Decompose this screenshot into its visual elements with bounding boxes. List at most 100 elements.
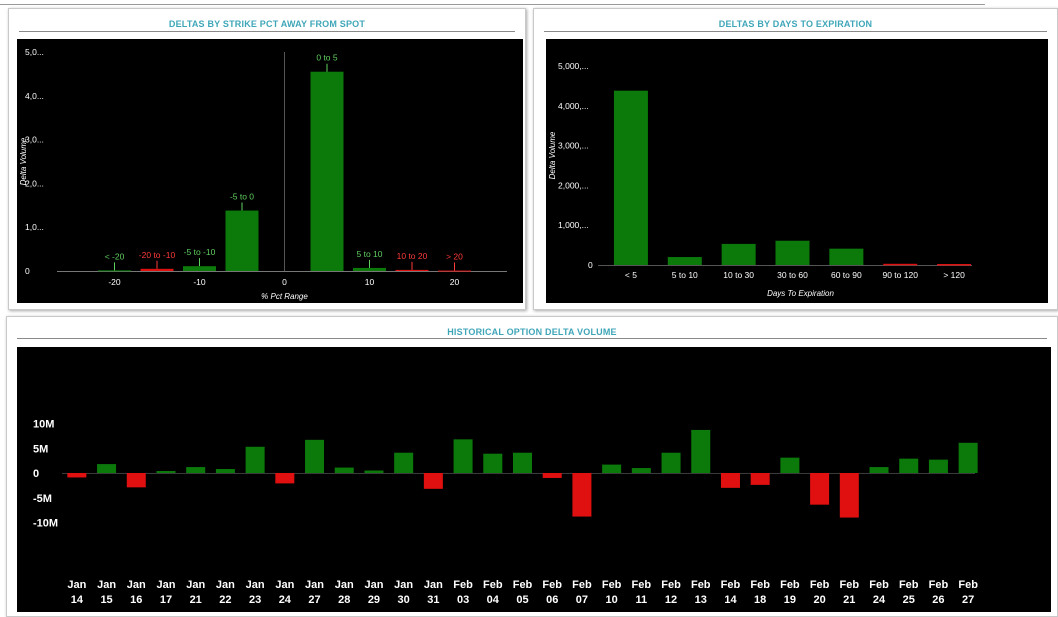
- x-tick-month: Feb: [453, 579, 473, 591]
- x-tick-day: 18: [754, 594, 766, 606]
- bar: [215, 469, 235, 473]
- x-tick-month: Feb: [810, 579, 830, 591]
- bar: [542, 473, 562, 478]
- x-tick-day: 30: [398, 594, 410, 606]
- y-tick-label: 0: [588, 260, 593, 270]
- y-tick-label: 5M: [33, 443, 48, 455]
- strike-chart: 0 1,0... 2,0... 3,0... 4,0... 5,0... Delta Vol…: [19, 47, 507, 301]
- x-tick-day: 04: [487, 594, 500, 606]
- bar: [97, 464, 117, 473]
- bar: [225, 210, 259, 271]
- bar: [395, 269, 429, 271]
- bar: [275, 473, 295, 484]
- x-tick-month: Feb: [513, 579, 533, 591]
- x-tick-day: 06: [546, 594, 558, 606]
- x-tick-month: Jan: [186, 579, 205, 591]
- x-tick-day: 27: [308, 594, 320, 606]
- x-tick-month: Jan: [394, 579, 413, 591]
- bar: [750, 473, 770, 485]
- x-tick-day: 16: [130, 594, 142, 606]
- x-tick-day: 31: [427, 594, 439, 606]
- bar: [869, 467, 889, 473]
- panel-divider: [19, 31, 515, 32]
- panel-divider: [544, 31, 1047, 32]
- x-tick-label: 90 to 120: [882, 270, 918, 280]
- y-tick-label: 5,000,...: [558, 61, 589, 71]
- bar: [810, 473, 830, 505]
- y-tick-label: 2,0...: [25, 178, 44, 188]
- x-tick-day: 17: [160, 594, 172, 606]
- bar: [661, 452, 681, 473]
- bar: [438, 270, 471, 272]
- x-axis-title: % Pct Range: [261, 292, 308, 301]
- panel-days-expiration: DELTAS BY DAYS TO EXPIRATION 0 1,000,... 2…: [533, 8, 1058, 310]
- bar: [334, 467, 354, 473]
- bar: [156, 471, 176, 473]
- bar: [721, 243, 756, 265]
- x-tick-day: 25: [903, 594, 915, 606]
- x-tick-day: 21: [190, 594, 202, 606]
- bar: [453, 439, 473, 473]
- bar: [899, 458, 919, 473]
- x-tick-label: > 120: [943, 270, 965, 280]
- x-tick-day: 11: [636, 594, 648, 606]
- x-tick-month: Jan: [97, 579, 116, 591]
- panel-divider: [17, 338, 1047, 339]
- bar: [829, 248, 864, 265]
- bar: [780, 457, 800, 473]
- y-tick-label: 2,000,...: [558, 180, 589, 190]
- x-tick-day: 21: [843, 594, 855, 606]
- x-tick-month: Feb: [483, 579, 503, 591]
- panel-strike-pct: DELTAS BY STRIKE PCT AWAY FROM SPOT 0 1,0…: [8, 8, 526, 310]
- y-tick-label: 5,0...: [25, 47, 44, 57]
- x-tick-month: Jan: [67, 579, 86, 591]
- bar: [958, 442, 978, 473]
- x-tick-day: 24: [873, 594, 886, 606]
- x-tick-label: 60 to 90: [831, 270, 862, 280]
- history-chart-area: -10M -5M 0 5M 10M Jan 14 Jan 15 Jan 16 Jan 17 Jan 21 Ja…: [17, 347, 1051, 612]
- x-tick-month: Feb: [691, 579, 711, 591]
- x-tick-month: Jan: [275, 579, 294, 591]
- x-tick-day: 10: [606, 594, 618, 606]
- x-tick-day: 23: [249, 594, 261, 606]
- bar: [937, 264, 972, 266]
- panel-title-days: DELTAS BY DAYS TO EXPIRATION: [718, 19, 873, 29]
- bar: [305, 439, 325, 473]
- days-chart-area: 0 1,000,... 2,000,... 3,000,... 4,000,... 5,0…: [546, 39, 1048, 303]
- x-axis-title: Days To Expiration: [767, 289, 834, 298]
- x-tick-label: 10 to 30: [723, 270, 754, 280]
- bar: [572, 473, 592, 517]
- y-tick-label: 1,000,...: [558, 220, 589, 230]
- x-tick-month: Jan: [364, 579, 383, 591]
- y-tick-label: 3,000,...: [558, 141, 589, 151]
- bar: [98, 270, 131, 272]
- x-tick-month: Feb: [542, 579, 562, 591]
- x-tick-day: 26: [932, 594, 944, 606]
- bar: [423, 473, 443, 489]
- x-tick-day: 22: [219, 594, 231, 606]
- y-tick-label: 4,0...: [25, 91, 44, 101]
- bar: [883, 263, 918, 266]
- x-tick-label: < 5: [625, 270, 637, 280]
- x-tick-month: Feb: [958, 579, 978, 591]
- x-tick-day: 15: [100, 594, 112, 606]
- x-tick-day: 20: [813, 594, 825, 606]
- x-tick-month: Jan: [424, 579, 443, 591]
- y-tick-label: -10M: [33, 518, 58, 530]
- bar: [245, 446, 265, 473]
- bar: [613, 90, 648, 265]
- x-tick-day: 14: [724, 594, 737, 606]
- bar: [720, 473, 740, 488]
- y-tick-label: 10M: [33, 419, 54, 431]
- x-tick-day: 24: [279, 594, 292, 606]
- bar: [394, 452, 414, 473]
- bar-label: > 20: [446, 252, 463, 262]
- x-tick-label: 0: [282, 277, 287, 287]
- x-tick-day: 12: [665, 594, 677, 606]
- y-tick-label: 3,0...: [25, 135, 44, 145]
- bar: [602, 464, 622, 473]
- bar-label: -20 to -10: [139, 250, 176, 260]
- bar: [140, 268, 174, 271]
- bar: [513, 452, 532, 473]
- top-edge: [0, 0, 985, 5]
